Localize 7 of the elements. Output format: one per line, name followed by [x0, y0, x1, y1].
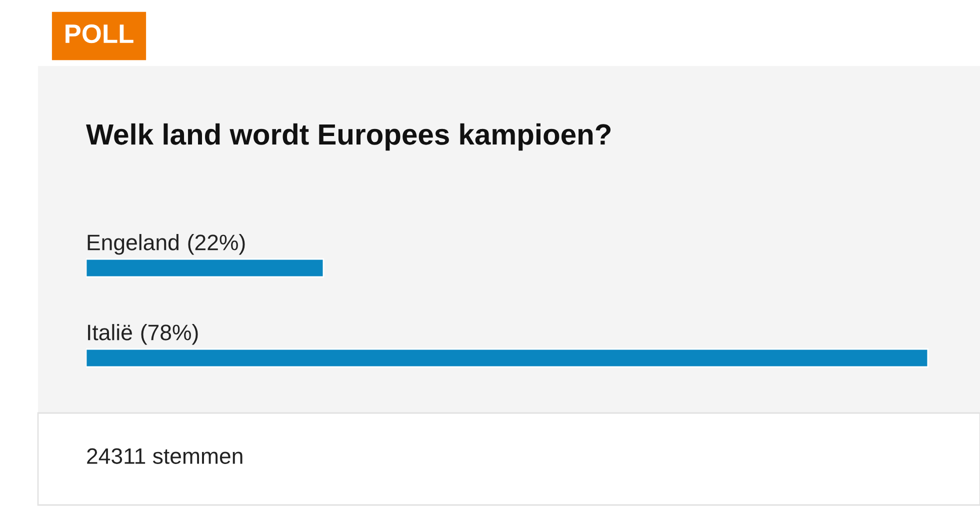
chart-title: Welk land wordt Europees kampioen?: [86, 123, 611, 151]
data-label: (78%): [141, 324, 198, 345]
data-label: (22%): [188, 234, 245, 255]
y-tick-label: Engeland: [88, 234, 178, 255]
text: 24311 stemmen: [87, 448, 242, 464]
text: POLL: [66, 24, 134, 44]
y-tick-label: Italië: [88, 324, 132, 340]
